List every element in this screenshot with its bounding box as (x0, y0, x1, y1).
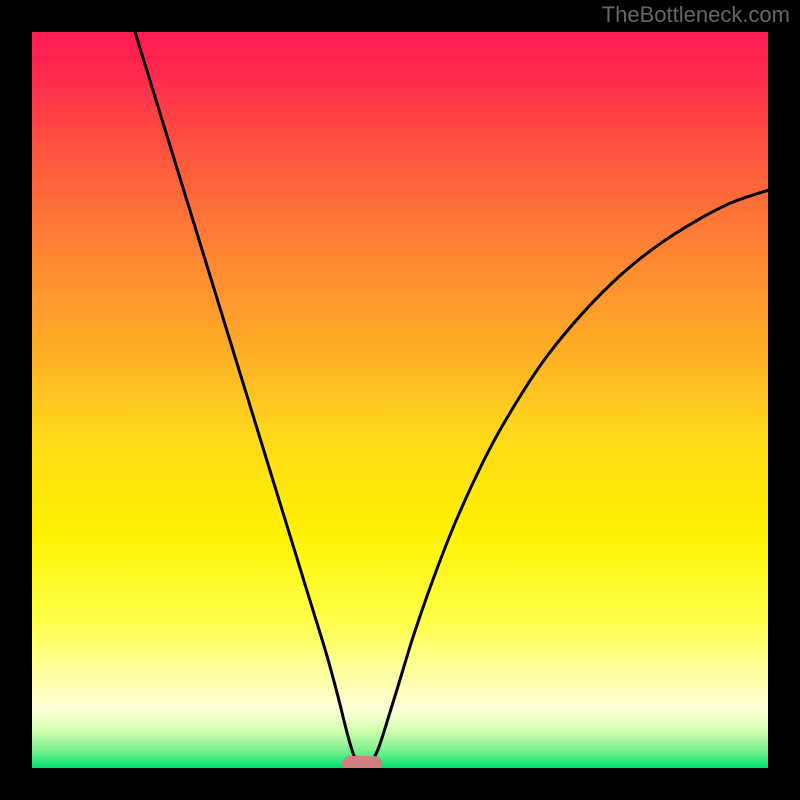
bottleneck-curve (32, 32, 768, 768)
plot-area (32, 32, 768, 768)
watermark-text: TheBottleneck.com (602, 2, 790, 28)
minimum-marker (342, 756, 382, 768)
outer-frame: TheBottleneck.com (0, 0, 800, 800)
